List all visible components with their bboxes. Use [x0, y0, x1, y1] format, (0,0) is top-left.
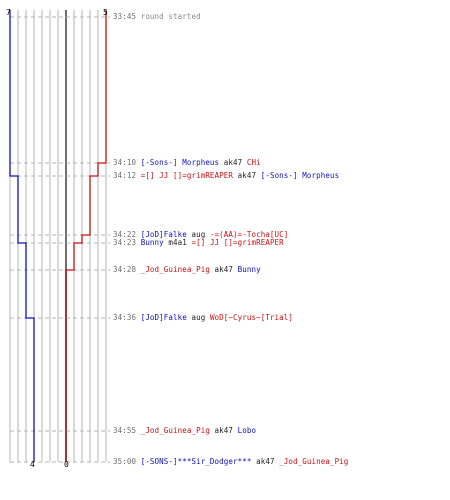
event-text: Lobo	[237, 426, 257, 435]
event-text: _Jod_Guinea_Pig	[140, 426, 210, 435]
event-text: _Jod_Guinea_Pig	[279, 457, 349, 466]
event-text: _Jod_Guinea_Pig	[140, 265, 210, 274]
event-text: aug	[186, 230, 210, 239]
blue-team-line	[9, 10, 35, 462]
event-text: [JoD]Falke	[140, 230, 187, 239]
event-text: =[] JJ []=grimREAPER	[140, 171, 234, 180]
event-time: 34:55	[113, 426, 137, 435]
event-text: m4a1	[163, 238, 192, 247]
red-team-start-count: 5	[103, 8, 108, 17]
event-time: 34:10	[113, 158, 137, 167]
event-time: 34:22	[113, 230, 137, 239]
event-text: aug	[186, 313, 210, 322]
event-row: 34:10 [-Sons-] Morpheus ak47 CHi	[113, 158, 261, 167]
event-text: ak47	[233, 171, 261, 180]
event-text: ak47	[209, 265, 238, 274]
event-text: WoD[~Cyrus~[Trial]	[209, 313, 294, 322]
event-row: 34:55 _Jod_Guinea_Pig ak47 Lobo	[113, 426, 256, 435]
event-text: Bunny	[140, 238, 164, 247]
event-row: 33:45 round started	[113, 12, 201, 21]
event-row: 34:22 [JoD]Falke aug -=(AA)=-Tocha[UC]	[113, 230, 288, 239]
event-text: round started	[140, 12, 201, 21]
event-time: 34:36	[113, 313, 137, 322]
event-time: 34:23	[113, 238, 137, 247]
event-row: 34:28 _Jod_Guinea_Pig ak47 Bunny	[113, 265, 261, 274]
event-text: [-Sons-] Morpheus	[140, 158, 220, 167]
event-text: CHi	[246, 158, 261, 167]
red-team-end-count: 0	[64, 460, 69, 469]
event-text: ak47	[219, 158, 247, 167]
event-time: 33:45	[113, 12, 137, 21]
event-time: 34:12	[113, 171, 137, 180]
blue-team-start-count: 7	[6, 8, 11, 17]
event-time: 34:28	[113, 265, 137, 274]
event-text: ak47	[209, 426, 238, 435]
event-text: [-Sons-] Morpheus	[260, 171, 340, 180]
event-text: ak47	[251, 457, 280, 466]
event-text: =[] JJ []=grimREAPER	[191, 238, 284, 247]
blue-team-end-count: 4	[30, 460, 35, 469]
event-row: 35:00 [-SONS-]***Sir_Dodger*** ak47 _Jod…	[113, 457, 348, 466]
event-text: -=(AA)=-Tocha[UC]	[209, 230, 289, 239]
event-text: [-SONS-]***Sir_Dodger***	[140, 457, 252, 466]
event-time: 35:00	[113, 457, 137, 466]
event-text: [JoD]Falke	[140, 313, 187, 322]
event-row: 34:36 [JoD]Falke aug WoD[~Cyrus~[Trial]	[113, 313, 293, 322]
event-row: 34:12 =[] JJ []=grimREAPER ak47 [-Sons-]…	[113, 171, 339, 180]
event-text: Bunny	[237, 265, 261, 274]
red-team-line	[65, 10, 107, 462]
event-row: 34:23 Bunny m4a1 =[] JJ []=grimREAPER	[113, 238, 284, 247]
